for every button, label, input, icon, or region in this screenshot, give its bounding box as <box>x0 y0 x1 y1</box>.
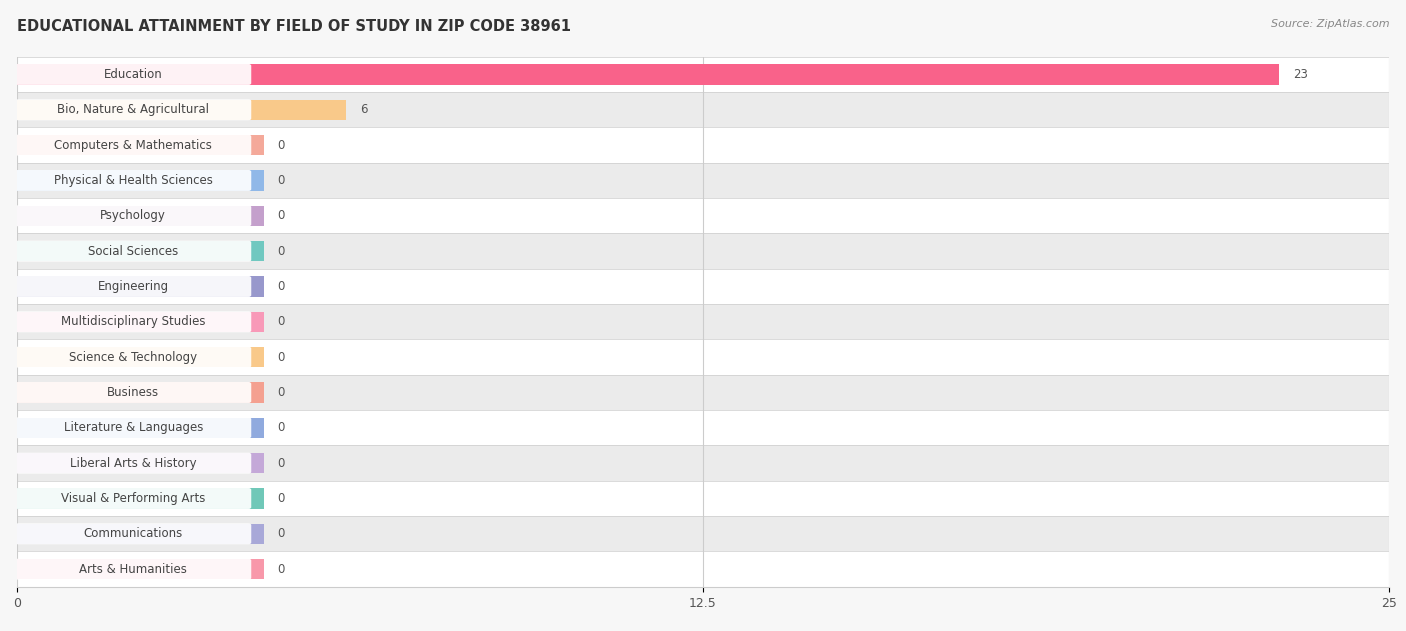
Text: Multidisciplinary Studies: Multidisciplinary Studies <box>60 316 205 328</box>
Bar <box>17 312 264 332</box>
FancyBboxPatch shape <box>15 134 252 156</box>
Text: 0: 0 <box>277 209 285 222</box>
FancyBboxPatch shape <box>15 346 252 368</box>
Text: 0: 0 <box>277 245 285 257</box>
Bar <box>17 233 1389 269</box>
Bar <box>17 551 1389 587</box>
FancyBboxPatch shape <box>15 452 252 474</box>
Text: EDUCATIONAL ATTAINMENT BY FIELD OF STUDY IN ZIP CODE 38961: EDUCATIONAL ATTAINMENT BY FIELD OF STUDY… <box>17 19 571 34</box>
Bar <box>17 57 1389 92</box>
Bar <box>17 445 1389 481</box>
Text: Business: Business <box>107 386 159 399</box>
Text: Communications: Communications <box>83 528 183 540</box>
Text: Arts & Humanities: Arts & Humanities <box>79 563 187 575</box>
Text: 0: 0 <box>277 492 285 505</box>
FancyBboxPatch shape <box>15 276 252 297</box>
Bar <box>17 524 264 544</box>
Text: Literature & Languages: Literature & Languages <box>63 422 202 434</box>
Bar <box>17 92 1389 127</box>
Text: 0: 0 <box>277 457 285 469</box>
FancyBboxPatch shape <box>15 99 252 121</box>
Text: 0: 0 <box>277 422 285 434</box>
Bar <box>17 516 1389 551</box>
Bar <box>17 559 264 579</box>
Bar <box>17 198 1389 233</box>
Bar <box>17 347 264 367</box>
Bar <box>17 100 346 120</box>
Bar <box>17 163 1389 198</box>
FancyBboxPatch shape <box>15 240 252 262</box>
Bar <box>17 135 264 155</box>
FancyBboxPatch shape <box>15 311 252 333</box>
FancyBboxPatch shape <box>15 170 252 191</box>
Bar <box>17 304 1389 339</box>
Text: Visual & Performing Arts: Visual & Performing Arts <box>60 492 205 505</box>
Text: Social Sciences: Social Sciences <box>89 245 179 257</box>
FancyBboxPatch shape <box>15 64 252 85</box>
Text: Computers & Mathematics: Computers & Mathematics <box>55 139 212 151</box>
Bar <box>17 269 1389 304</box>
FancyBboxPatch shape <box>15 523 252 545</box>
Text: 0: 0 <box>277 174 285 187</box>
Bar <box>17 276 264 297</box>
Text: Physical & Health Sciences: Physical & Health Sciences <box>53 174 212 187</box>
FancyBboxPatch shape <box>15 488 252 509</box>
Text: 0: 0 <box>277 528 285 540</box>
Bar <box>17 375 1389 410</box>
Text: 0: 0 <box>277 316 285 328</box>
Text: Bio, Nature & Agricultural: Bio, Nature & Agricultural <box>58 103 209 116</box>
Text: Science & Technology: Science & Technology <box>69 351 197 363</box>
Bar <box>17 418 264 438</box>
Bar <box>17 453 264 473</box>
Text: 0: 0 <box>277 139 285 151</box>
Bar <box>17 64 1279 85</box>
Text: Engineering: Engineering <box>97 280 169 293</box>
FancyBboxPatch shape <box>15 417 252 439</box>
Bar <box>17 382 264 403</box>
FancyBboxPatch shape <box>15 558 252 580</box>
Text: Psychology: Psychology <box>100 209 166 222</box>
Text: Source: ZipAtlas.com: Source: ZipAtlas.com <box>1271 19 1389 29</box>
Bar <box>17 488 264 509</box>
FancyBboxPatch shape <box>15 382 252 403</box>
Bar <box>17 481 1389 516</box>
Bar <box>17 241 264 261</box>
Text: 0: 0 <box>277 386 285 399</box>
Bar <box>17 206 264 226</box>
Text: Education: Education <box>104 68 163 81</box>
FancyBboxPatch shape <box>15 205 252 227</box>
Text: 0: 0 <box>277 280 285 293</box>
Text: Liberal Arts & History: Liberal Arts & History <box>70 457 197 469</box>
Text: 0: 0 <box>277 351 285 363</box>
Text: 6: 6 <box>360 103 367 116</box>
Bar <box>17 410 1389 445</box>
Text: 0: 0 <box>277 563 285 575</box>
Bar <box>17 339 1389 375</box>
Bar <box>17 170 264 191</box>
Bar <box>17 127 1389 163</box>
Text: 23: 23 <box>1294 68 1308 81</box>
